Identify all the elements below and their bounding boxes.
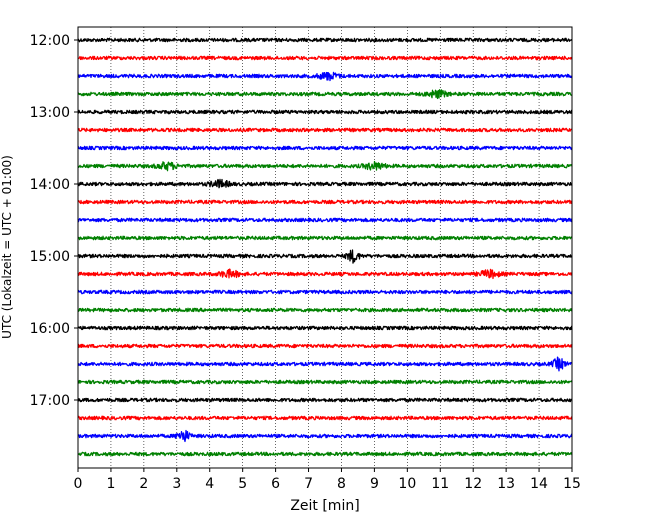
trace-16: [77, 325, 573, 331]
seismic-traces: [77, 37, 573, 457]
x-tick-label-9: 9: [370, 476, 379, 492]
x-tick-label-0: 0: [74, 476, 83, 492]
x-tick-label-2: 2: [139, 476, 148, 492]
y-tick-label-0: 12:00: [30, 33, 70, 49]
y-tick-label-5: 17:00: [30, 393, 70, 409]
x-tick-label-15: 15: [563, 476, 581, 492]
y-tick-label-3: 15:00: [30, 249, 70, 265]
x-tick-label-10: 10: [398, 476, 416, 492]
trace-3: [77, 89, 573, 100]
trace-22: [77, 429, 573, 443]
trace-14: [77, 289, 573, 295]
x-tick-label-13: 13: [497, 476, 515, 492]
trace-4: [77, 109, 573, 115]
x-tick-label-1: 1: [106, 476, 115, 492]
trace-2: [77, 71, 573, 82]
x-tick-label-6: 6: [271, 476, 280, 492]
trace-19: [77, 379, 573, 385]
x-tick-label-14: 14: [530, 476, 548, 492]
x-tick-label-4: 4: [205, 476, 214, 492]
x-axis-ticks: 0 1 2 3 4 5 6 7 8 9 10 11 12 13 14 15: [74, 468, 581, 492]
x-tick-label-3: 3: [172, 476, 181, 492]
trace-21: [77, 415, 573, 421]
trace-7: [77, 160, 573, 172]
trace-18: [77, 356, 573, 372]
x-axis-label: Zeit [min]: [290, 498, 359, 514]
x-tick-label-8: 8: [337, 476, 346, 492]
trace-9: [77, 199, 573, 205]
trace-13: [77, 268, 573, 280]
trace-11: [77, 235, 573, 241]
x-tick-label-7: 7: [304, 476, 313, 492]
trace-23: [77, 451, 573, 457]
trace-17: [77, 343, 573, 349]
x-tick-label-12: 12: [464, 476, 482, 492]
trace-10: [77, 217, 573, 223]
plot-frame: [77, 26, 573, 469]
trace-20: [77, 397, 573, 403]
trace-1: [77, 55, 573, 61]
trace-15: [77, 307, 573, 313]
trace-6: [77, 145, 573, 151]
y-axis-ticks: 12:00 13:00 14:00 15:00 16:00 17:00: [30, 33, 78, 409]
trace-0: [77, 37, 573, 43]
x-tick-label-5: 5: [238, 476, 247, 492]
y-axis-label: UTC (Lokalzeit = UTC + 01:00): [0, 155, 14, 339]
y-tick-label-2: 14:00: [30, 177, 70, 193]
trace-5: [77, 127, 573, 133]
y-tick-label-1: 13:00: [30, 105, 70, 121]
x-tick-label-11: 11: [431, 476, 449, 492]
trace-12: [77, 249, 573, 264]
y-tick-label-4: 16:00: [30, 321, 70, 337]
trace-8: [77, 178, 573, 189]
